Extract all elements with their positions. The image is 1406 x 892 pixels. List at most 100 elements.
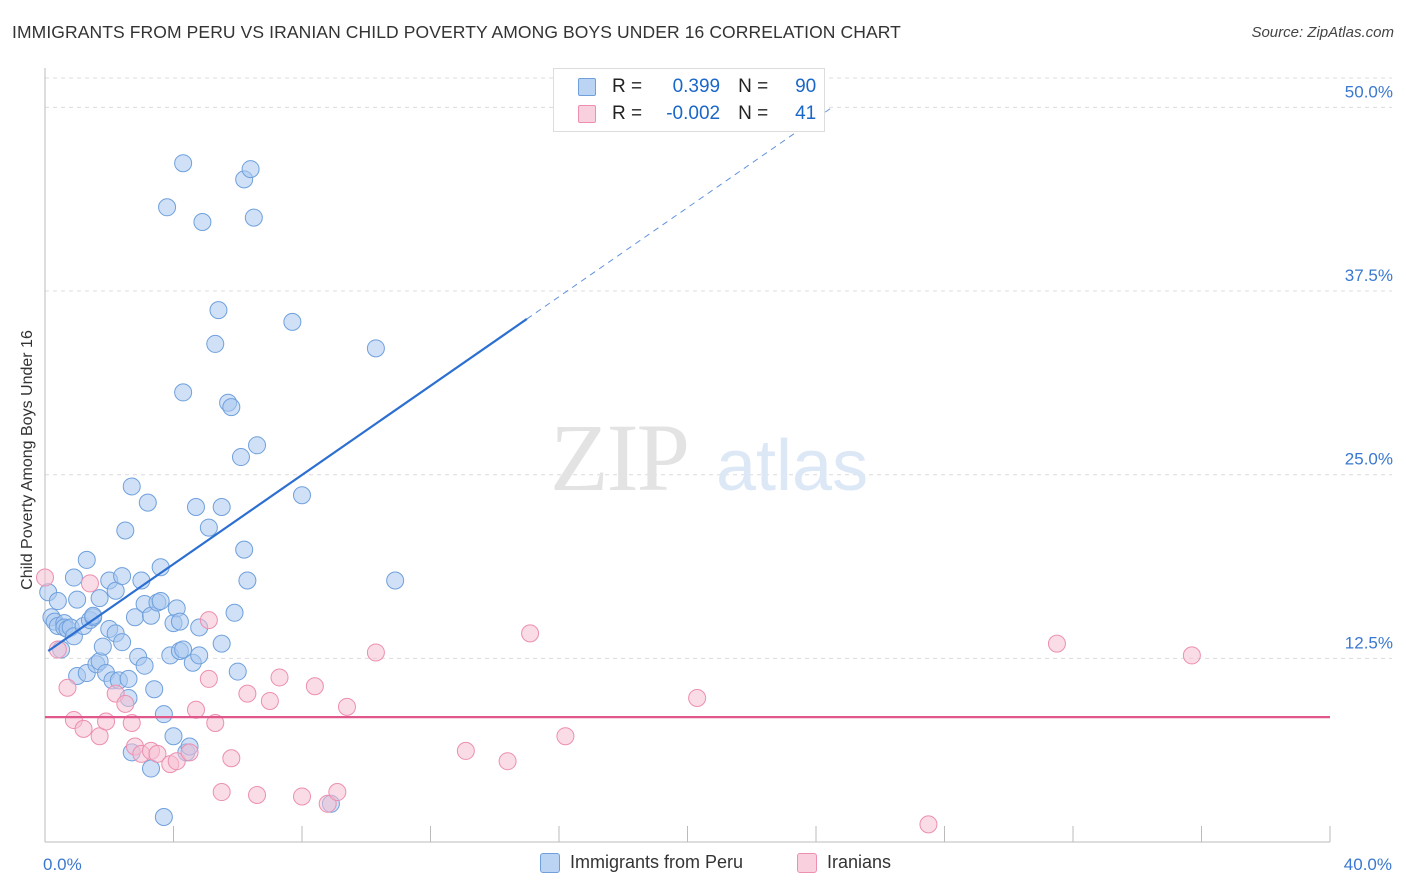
data-point-peru [174,154,193,173]
trend-layer [45,106,1330,719]
data-point-peru [222,398,241,417]
data-point-peru [68,590,87,609]
n-label: N = [738,76,769,97]
data-point-iranians [328,783,347,802]
swatch-iranians [578,105,596,123]
data-point-peru [283,312,302,331]
y-tick-label: 25.0% [1345,450,1393,469]
data-point-peru [231,448,250,467]
data-point-peru [64,568,83,587]
data-point-peru [212,634,231,653]
n-value: 90 [795,76,817,97]
x-tick-label: 0.0% [43,855,82,874]
legend-item-peru[interactable]: Immigrants from Peru [540,852,743,873]
y-tick-label: 37.5% [1345,266,1393,285]
data-point-peru [119,669,138,688]
data-point-peru [244,208,263,227]
data-point-peru [193,212,212,231]
y-axis-label: Child Poverty Among Boys Under 16 [19,330,36,590]
data-point-iranians [270,668,289,687]
data-point-iranians [206,713,225,732]
r-value: 0.399 [672,76,721,97]
chart-title: IMMIGRANTS FROM PERU VS IRANIAN CHILD PO… [12,22,901,42]
data-point-peru [174,640,193,659]
n-label: N = [738,103,769,124]
data-point-iranians [688,689,707,708]
data-point-iranians [1182,646,1201,665]
data-point-peru [170,612,189,631]
data-point-iranians [180,743,199,762]
source-note: Source: ZipAtlas.com [1251,24,1394,41]
data-point-iranians [212,783,231,802]
data-point-peru [235,540,254,559]
legend-item-iranians[interactable]: Iranians [797,852,891,873]
stats-row-iranians: R = -0.002 N = 41 [578,102,816,126]
points-layer [36,154,1201,834]
data-point-peru [164,727,183,746]
n-value: 41 [795,103,817,124]
watermark-zip: ZIP [550,404,688,511]
data-point-peru [386,571,405,590]
data-point-iranians [97,712,116,731]
data-point-iranians [199,611,218,630]
data-point-iranians [1047,634,1066,653]
data-point-iranians [199,669,218,688]
data-point-iranians [58,678,77,697]
data-point-peru [138,493,157,512]
trendline-peru [47,318,528,652]
data-point-iranians [186,700,205,719]
data-point-peru [93,637,112,656]
data-point-iranians [521,624,540,643]
swatch-peru [578,78,596,96]
data-point-peru [209,301,228,320]
x-tick-label: 40.0% [1344,855,1392,874]
data-point-peru [77,550,96,569]
data-point-peru [212,498,231,517]
data-point-iranians [167,752,186,771]
data-point-iranians [498,752,517,771]
stats-row-peru: R = 0.399 N = 90 [578,75,816,99]
data-point-peru [206,334,225,353]
data-point-iranians [318,794,337,813]
data-point-peru [174,383,193,402]
data-point-iranians [148,744,167,763]
stats-legend: R = 0.399 N = 90 R = -0.002 N = 41 [553,68,825,132]
data-point-peru [190,646,209,665]
data-point-peru [122,477,141,496]
data-point-iranians [260,691,279,710]
data-point-iranians [337,697,356,716]
data-point-peru [248,436,267,455]
data-point-peru [199,518,218,537]
watermark-atlas: atlas [716,426,868,506]
data-point-peru [145,680,164,699]
data-point-peru [116,521,135,540]
data-point-iranians [456,741,475,760]
data-point-iranians [116,694,135,713]
data-point-iranians [74,719,93,738]
data-point-peru [154,808,173,827]
data-point-peru [90,589,109,608]
data-point-iranians [293,787,311,806]
data-point-peru [366,339,385,358]
r-value: -0.002 [666,103,721,124]
data-point-peru [154,705,173,724]
data-point-peru [158,198,177,217]
data-point-iranians [366,643,385,662]
data-point-iranians [556,727,575,746]
tick-labels: 12.5% 25.0% 37.5% 50.0% 0.0% 40.0% [43,82,1393,874]
legend-label-peru: Immigrants from Peru [570,852,744,872]
data-point-iranians [238,684,257,703]
data-point-peru [225,603,244,622]
data-point-iranians [122,713,141,732]
legend-label-iranians: Iranians [827,852,892,872]
data-point-peru [241,160,260,179]
data-point-iranians [36,568,54,587]
data-point-peru [238,571,257,590]
y-tick-label: 50.0% [1345,82,1393,101]
axis-layer [44,68,1331,843]
data-point-peru [293,486,311,505]
series-legend: Immigrants from Peru Iranians [0,852,1406,876]
data-point-peru [186,498,205,517]
data-point-iranians [305,677,324,696]
